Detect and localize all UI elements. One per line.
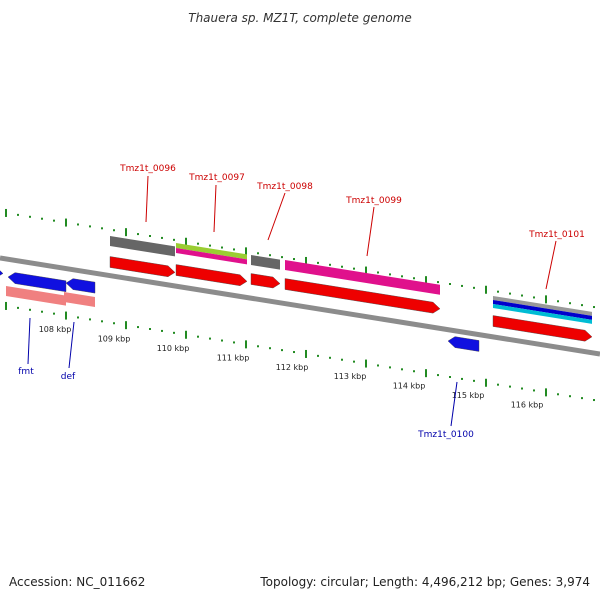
- g0100-label: Tmz1t_0100: [417, 430, 474, 440]
- g0099-gene-arrow: [284, 278, 441, 314]
- genome-backbone: [0, 255, 600, 357]
- g0101-track-bar: [493, 296, 592, 316]
- map-title: Thauera sp. MZ1T, complete genome: [188, 11, 412, 25]
- tick-label: 111 kbp: [217, 353, 250, 362]
- fmt-track-bar: [6, 286, 66, 306]
- g0100-gene-arrow: [447, 336, 480, 352]
- g0098-track-bar: [251, 255, 280, 270]
- def-label: def: [61, 372, 76, 382]
- g0096-track-bar: [110, 236, 175, 257]
- outer-ruler: [5, 208, 595, 309]
- tick-label: 113 kbp: [334, 372, 367, 381]
- edge-gene-arrow: [0, 270, 4, 276]
- tick-label: 112 kbp: [276, 363, 309, 372]
- tick-labels: 108 kbp 109 kbp 110 kbp 111 kbp 112 kbp 113 k…: [39, 325, 544, 410]
- g0101-callout-line: [545, 240, 557, 290]
- fmt-label: fmt: [18, 367, 34, 377]
- g0096-callout-line: [145, 175, 149, 223]
- def-track-bar: [64, 292, 95, 307]
- g0098-callout-line: [267, 192, 286, 241]
- gene-callouts: Tmz1t_0096 Tmz1t_0097 Tmz1t_0098 Tmz1t_0099…: [18, 164, 585, 440]
- accession-text: Accession: NC_011662: [9, 575, 145, 589]
- def-gene-arrow: [65, 278, 96, 294]
- g0097-track-bar: [176, 248, 247, 265]
- g0098-label: Tmz1t_0098: [256, 182, 313, 192]
- gene-features: [0, 236, 593, 352]
- g0101-gene-arrow: [492, 315, 593, 342]
- g0101-track-bar: [493, 304, 592, 324]
- tick-label: 115 kbp: [452, 391, 485, 400]
- fmt-callout-line: [27, 317, 31, 365]
- g0096-label: Tmz1t_0096: [119, 164, 176, 174]
- tick-label: 116 kbp: [511, 401, 544, 410]
- g0101-track-bar: [493, 300, 592, 320]
- g0101-label: Tmz1t_0101: [528, 230, 585, 240]
- fmt-gene-arrow: [7, 272, 67, 293]
- genome-summary-text: Topology: circular; Length: 4,496,212 bp…: [259, 575, 590, 589]
- g0098-gene-arrow: [250, 273, 281, 289]
- g0097-callout-line: [213, 184, 217, 233]
- g0099-track-bar: [285, 260, 440, 295]
- tick-label: 114 kbp: [393, 382, 426, 391]
- g0097-gene-arrow: [175, 264, 248, 286]
- inner-ruler: [5, 301, 595, 402]
- g0099-label: Tmz1t_0099: [345, 196, 402, 206]
- g0097-label: Tmz1t_0097: [188, 173, 245, 183]
- tick-label: 110 kbp: [157, 344, 190, 353]
- g0099-callout-line: [366, 206, 375, 257]
- g0097-track-bar: [176, 243, 247, 260]
- tick-label: 109 kbp: [98, 334, 131, 343]
- g0096-gene-arrow: [109, 256, 176, 277]
- g0100-callout-line: [450, 381, 458, 427]
- tick-label: 108 kbp: [39, 325, 72, 334]
- def-callout-line: [68, 321, 75, 369]
